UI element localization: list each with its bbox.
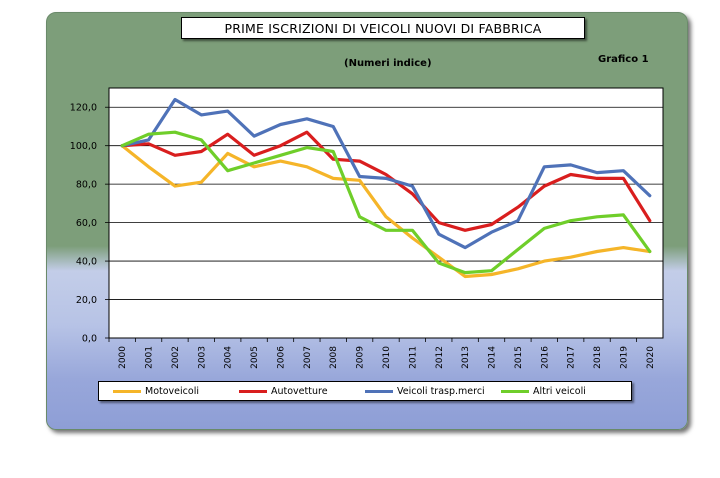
x-tick-label: 2017: [567, 346, 577, 369]
y-tick-label: 40,0: [76, 257, 97, 268]
x-axis-ticks: 2000 2001 2002 2003 2004 2005 2006 2007 2008 2009…: [108, 338, 656, 369]
legend-item-motoveicoli: Motoveicoli: [113, 382, 199, 400]
chart-title: PRIME ISCRIZIONI DI VEICOLI NUOVI DI FAB…: [224, 20, 542, 36]
series-line-altri-veicoli: [120, 130, 652, 275]
x-tick-label: 2003: [197, 346, 207, 369]
series-line-motoveicoli: [120, 144, 652, 279]
x-tick-label: 2012: [435, 346, 445, 369]
x-tick-label: 2010: [382, 346, 392, 369]
series-lines: [120, 97, 652, 279]
x-tick-label: 2020: [646, 346, 656, 369]
y-tick-label: 60,0: [76, 218, 97, 229]
x-tick-label: 2008: [329, 346, 339, 369]
x-tick-label: 2014: [488, 346, 498, 369]
legend-label-veicoli-trasp-merci: Veicoli trasp.merci: [397, 385, 485, 397]
chart-subtitle: (Numeri indice): [344, 58, 432, 69]
legend-swatch-veicoli-trasp-merci: [365, 389, 393, 393]
x-tick-label: 2015: [514, 346, 524, 369]
x-tick-label: 2009: [356, 346, 366, 369]
legend-swatch-motoveicoli: [113, 389, 141, 393]
x-tick-label: 2005: [250, 346, 260, 369]
graph-number-label: Grafico 1: [598, 54, 649, 65]
series-line-autovetture: [120, 130, 652, 232]
x-tick-label: 2004: [224, 346, 234, 369]
x-tick-label: 2006: [276, 346, 286, 369]
legend-item-autovetture: Autovetture: [239, 382, 328, 400]
legend-item-veicoli-trasp-merci: Veicoli trasp.merci: [365, 382, 485, 400]
x-tick-label: 2013: [461, 346, 471, 369]
y-tick-label: 120,0: [70, 103, 97, 114]
legend-item-altri-veicoli: Altri veicoli: [501, 382, 586, 400]
y-tick-label: 0,0: [82, 334, 97, 345]
legend-label-altri-veicoli: Altri veicoli: [533, 385, 586, 397]
y-tick-label: 80,0: [76, 180, 97, 191]
x-tick-label: 2001: [145, 346, 155, 369]
series-line-veicoli-trasp-merci: [120, 97, 652, 250]
legend-swatch-altri-veicoli: [501, 389, 529, 393]
x-tick-label: 2016: [540, 346, 550, 369]
legend: Motoveicoli Autovetture Veicoli trasp.me…: [98, 381, 632, 401]
y-tick-label: 100,0: [70, 141, 97, 152]
x-tick-label: 2002: [171, 346, 181, 369]
gridlines: [109, 106, 663, 300]
x-tick-label: 2007: [303, 346, 313, 369]
chart-title-box: PRIME ISCRIZIONI DI VEICOLI NUOVI DI FAB…: [181, 17, 585, 39]
x-tick-label: 2000: [118, 346, 128, 369]
plot-area: [108, 87, 664, 339]
y-tick-label: 20,0: [76, 295, 97, 306]
x-tick-label: 2019: [619, 346, 629, 369]
x-tick-label: 2011: [408, 346, 418, 369]
y-axis-ticks: 0,0 20,0 40,0 60,0 80,0 100,0 120,0: [70, 103, 109, 345]
legend-label-motoveicoli: Motoveicoli: [145, 385, 199, 397]
x-tick-label: 2018: [593, 346, 603, 369]
legend-swatch-autovetture: [239, 389, 267, 393]
legend-label-autovetture: Autovetture: [271, 385, 328, 397]
